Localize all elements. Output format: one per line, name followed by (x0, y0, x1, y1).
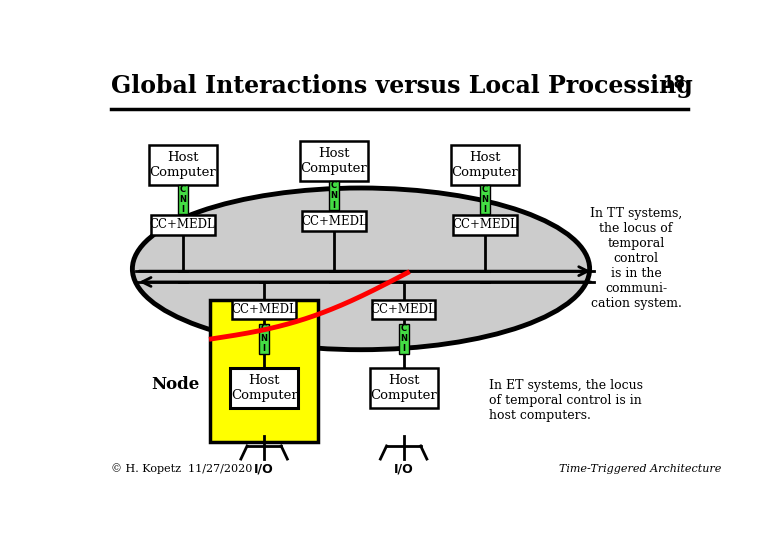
Text: N: N (331, 191, 338, 200)
Text: Host
Computer: Host Computer (150, 151, 216, 179)
Text: CC+MEDL: CC+MEDL (150, 219, 215, 232)
Text: CC+MEDL: CC+MEDL (231, 303, 297, 316)
Text: C: C (401, 325, 406, 333)
Text: C: C (331, 181, 337, 190)
Text: C: C (261, 325, 268, 333)
FancyBboxPatch shape (151, 215, 214, 234)
Text: Host
Computer: Host Computer (300, 147, 367, 175)
Ellipse shape (133, 188, 590, 350)
Text: I/O: I/O (254, 462, 274, 475)
FancyBboxPatch shape (232, 300, 296, 319)
Text: © H. Kopetz  11/27/2020: © H. Kopetz 11/27/2020 (112, 464, 253, 475)
Text: Global Interactions versus Local Processing: Global Interactions versus Local Process… (112, 74, 693, 98)
FancyBboxPatch shape (372, 300, 435, 319)
FancyBboxPatch shape (370, 368, 438, 408)
Text: Time-Triggered Architecture: Time-Triggered Architecture (558, 464, 721, 475)
FancyBboxPatch shape (230, 368, 298, 408)
Text: I: I (332, 201, 335, 210)
Text: In ET systems, the locus
of temporal control is in
host computers.: In ET systems, the locus of temporal con… (489, 379, 643, 422)
Text: N: N (400, 334, 407, 343)
FancyBboxPatch shape (300, 141, 368, 181)
Text: N: N (481, 195, 488, 204)
FancyBboxPatch shape (451, 145, 519, 185)
FancyBboxPatch shape (329, 181, 339, 211)
FancyBboxPatch shape (399, 325, 409, 354)
Text: I: I (181, 205, 184, 214)
Text: Host
Computer: Host Computer (452, 151, 519, 179)
Text: CC+MEDL: CC+MEDL (452, 219, 518, 232)
Text: I: I (402, 345, 405, 354)
Text: Host
Computer: Host Computer (370, 374, 437, 402)
Text: C: C (482, 185, 488, 194)
Text: I: I (263, 345, 266, 354)
Text: C: C (179, 185, 186, 194)
FancyBboxPatch shape (210, 300, 318, 442)
FancyBboxPatch shape (453, 215, 517, 234)
Text: CC+MEDL: CC+MEDL (301, 214, 367, 228)
Text: CC+MEDL: CC+MEDL (370, 303, 437, 316)
FancyBboxPatch shape (480, 185, 490, 214)
Text: 18: 18 (662, 74, 685, 92)
FancyBboxPatch shape (178, 185, 188, 214)
Text: I: I (484, 205, 487, 214)
FancyBboxPatch shape (149, 145, 217, 185)
FancyBboxPatch shape (259, 325, 269, 354)
Text: Node: Node (152, 376, 200, 393)
Text: N: N (179, 195, 186, 204)
Text: N: N (261, 334, 268, 343)
FancyBboxPatch shape (302, 212, 366, 231)
Text: I/O: I/O (394, 462, 413, 475)
Text: In TT systems,
the locus of
temporal
control
is in the
communi-
cation system.: In TT systems, the locus of temporal con… (590, 207, 682, 310)
Text: Host
Computer: Host Computer (231, 374, 297, 402)
